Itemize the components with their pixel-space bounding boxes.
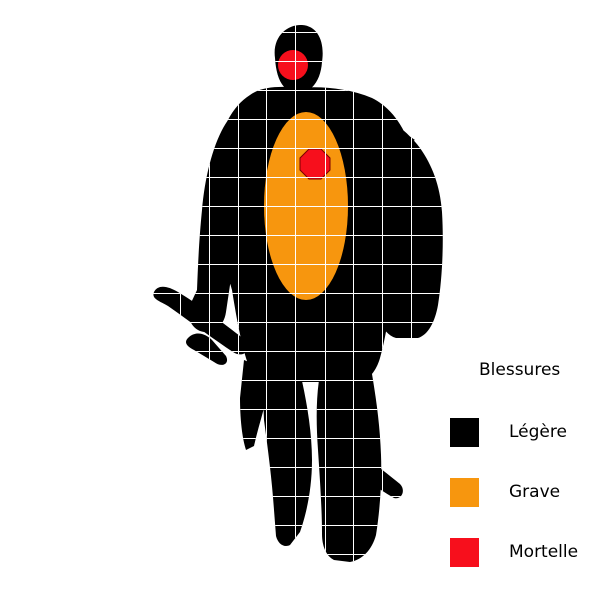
legend-swatch-grave [450, 478, 479, 507]
legend-label-grave: Grave [509, 482, 561, 502]
legend-item-grave: Grave [450, 478, 590, 508]
legend-swatch-legere [450, 418, 479, 447]
legend-title: Blessures [479, 360, 561, 380]
mortelle-zone-heart [299, 148, 331, 180]
legend-label-legere: Légère [509, 422, 567, 442]
mortelle-zone-head [278, 50, 308, 80]
legend-item-legere: Légère [450, 418, 590, 448]
legend-swatch-mortelle [450, 538, 479, 567]
legend-label-mortelle: Mortelle [509, 542, 579, 562]
legend-item-mortelle: Mortelle [450, 538, 590, 568]
legend: Blessures Légère Grave Mortelle [440, 352, 590, 582]
